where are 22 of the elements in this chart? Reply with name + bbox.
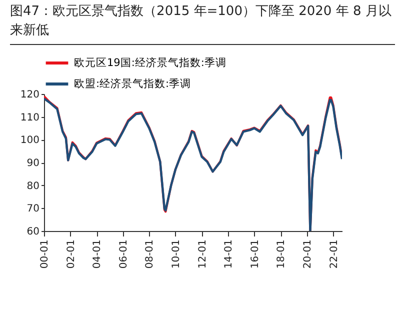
y-tick-label: 60 [26,226,40,238]
x-tick-label: 06-01 [118,240,130,269]
x-tick-label: 16-01 [250,240,261,269]
legend-label: 欧盟:经济景气指数:季调 [74,77,192,90]
x-tick-label: 18-01 [276,240,288,269]
legend-label: 欧元区19国:经济景气指数:季调 [74,56,226,69]
y-tick-label: 120 [20,90,40,100]
x-tick-label: 12-01 [197,240,208,269]
x-tick-label: 04-01 [92,240,104,269]
x-tick-label: 10-01 [170,240,182,269]
y-tick-label: 110 [20,112,40,124]
x-tick-label: 20-01 [302,240,314,269]
chart-title: 图47：欧元区景气指数（2015 年=100）下降至 2020 年 8 月以来新低 [10,2,395,45]
x-tick-label: 22-01 [328,240,340,269]
y-tick-label: 80 [26,180,40,192]
x-tick-label: 00-01 [40,240,50,269]
x-tick-label: 02-01 [66,240,77,269]
x-tick-label: 08-01 [144,240,156,269]
x-tick-label: 14-01 [224,240,235,269]
y-tick-label: 100 [20,135,40,146]
y-tick-label: 90 [26,158,40,169]
y-tick-label: 70 [26,204,40,215]
